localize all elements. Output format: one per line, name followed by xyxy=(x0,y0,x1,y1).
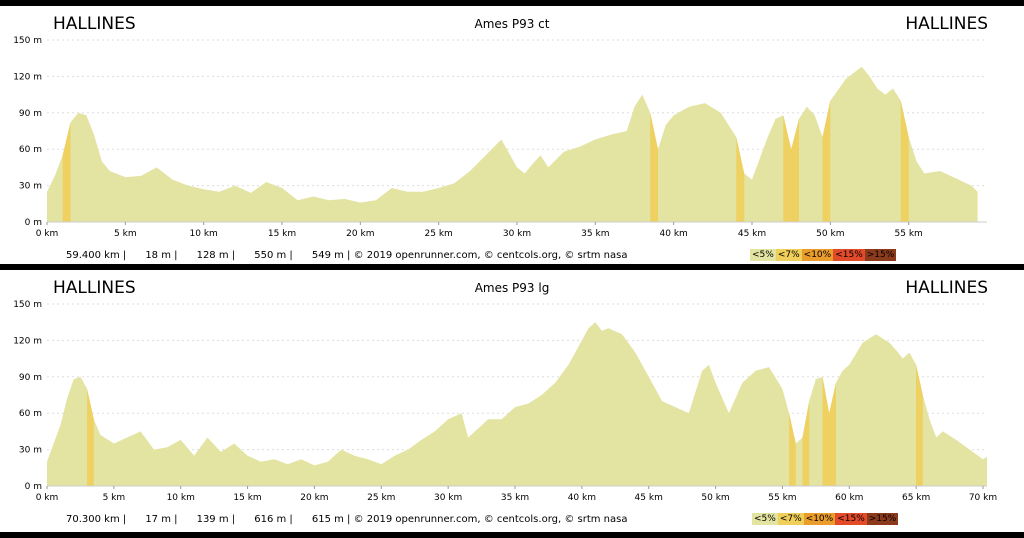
legend-item: >15% xyxy=(866,513,899,525)
route-stats: 70.300 km | 17 m | 139 m | 616 m | 615 m… xyxy=(66,514,628,525)
x-tick-label: 35 km xyxy=(501,493,529,503)
y-tick-label: 0 m xyxy=(25,218,42,228)
legend-item: <10% xyxy=(803,513,836,525)
x-tick-label: 15 km xyxy=(233,493,261,503)
y-tick-label: 0 m xyxy=(25,482,42,492)
x-tick-label: 30 km xyxy=(503,229,531,239)
elevation-chart-lg: 0 m 30 m 60 m 90 m 120 m 150 m 0 km 5 km 10 km 15… xyxy=(13,300,997,503)
legend-item: <10% xyxy=(801,249,834,261)
elevation-panel-ct: 0 m 30 m 60 m 90 m 120 m 150 m 0 km 5 km 10 km 15… xyxy=(0,6,1024,264)
legend-item: <7% xyxy=(775,249,802,261)
grade-legend: <5% <7% <10% <15% >15% xyxy=(750,249,897,261)
x-tick-label: 25 km xyxy=(367,493,395,503)
grade-segment xyxy=(829,382,836,486)
x-tick-label: 0 km xyxy=(36,229,59,239)
x-tick-label: 30 km xyxy=(434,493,462,503)
x-tick-label: 5 km xyxy=(114,229,137,239)
y-tick-label: 90 m xyxy=(19,109,42,119)
x-tick-label: 55 km xyxy=(895,229,923,239)
end-place-label: HALLINES xyxy=(905,14,988,34)
grade-segment xyxy=(87,388,94,486)
grade-segment xyxy=(789,413,796,486)
y-tick-label: 120 m xyxy=(13,72,42,82)
x-tick-label: 60 km xyxy=(835,493,863,503)
elevation-panel-lg: 0 m 30 m 60 m 90 m 120 m 150 m 0 km 5 km 10 km 15… xyxy=(0,270,1024,532)
legend-item: <5% xyxy=(750,249,776,261)
x-tick-label: 35 km xyxy=(581,229,609,239)
grade-segment xyxy=(783,115,792,222)
end-place-label: HALLINES xyxy=(905,278,988,298)
elevation-chart-ct: 0 m 30 m 60 m 90 m 120 m 150 m 0 km 5 km 10 km 15… xyxy=(13,36,987,239)
x-tick-label: 20 km xyxy=(300,493,328,503)
x-tick-label: 50 km xyxy=(816,229,844,239)
legend-item: >15% xyxy=(864,249,897,261)
y-tick-label: 150 m xyxy=(13,300,42,310)
y-tick-label: 60 m xyxy=(19,145,42,155)
elevation-area xyxy=(47,322,987,486)
y-tick-label: 90 m xyxy=(19,373,42,383)
grade-segment xyxy=(802,401,810,486)
y-tick-label: 30 m xyxy=(19,446,42,456)
grade-segment xyxy=(900,100,909,222)
x-tick-label: 55 km xyxy=(768,493,796,503)
x-tick-label: 70 km xyxy=(969,493,997,503)
x-tick-label: 10 km xyxy=(167,493,195,503)
y-tick-label: 60 m xyxy=(19,409,42,419)
y-tick-label: 150 m xyxy=(13,36,42,46)
chart-title: Ames P93 ct xyxy=(474,17,550,31)
grade-segment xyxy=(62,122,71,222)
grade-segment xyxy=(916,364,923,486)
x-tick-label: 40 km xyxy=(568,493,596,503)
x-tick-label: 15 km xyxy=(268,229,296,239)
start-place-label: HALLINES xyxy=(53,14,136,34)
legend-item: <7% xyxy=(777,513,804,525)
start-place-label: HALLINES xyxy=(53,278,136,298)
grade-legend: <5% <7% <10% <15% >15% xyxy=(752,513,899,525)
x-tick-label: 65 km xyxy=(902,493,930,503)
grade-segment xyxy=(736,137,745,222)
x-tick-label: 10 km xyxy=(190,229,218,239)
chart-title: Ames P93 lg xyxy=(474,281,550,295)
y-tick-label: 120 m xyxy=(13,336,42,346)
grade-segment xyxy=(822,100,831,222)
legend-item: <15% xyxy=(835,513,867,525)
x-tick-label: 5 km xyxy=(103,493,126,503)
route-stats: 59.400 km | 18 m | 128 m | 550 m | 549 m… xyxy=(66,250,628,261)
legend-item: <15% xyxy=(833,249,865,261)
grade-segment xyxy=(791,118,799,222)
x-tick-label: 40 km xyxy=(660,229,688,239)
legend-item: <5% xyxy=(752,513,778,525)
grade-segment xyxy=(822,376,830,486)
x-tick-label: 45 km xyxy=(738,229,766,239)
elevation-area xyxy=(47,66,978,222)
grade-segment xyxy=(650,112,658,222)
x-tick-label: 0 km xyxy=(36,493,59,503)
y-tick-label: 30 m xyxy=(19,182,42,192)
x-tick-label: 20 km xyxy=(346,229,374,239)
x-tick-label: 45 km xyxy=(635,493,663,503)
x-tick-label: 25 km xyxy=(425,229,453,239)
x-tick-label: 50 km xyxy=(701,493,729,503)
